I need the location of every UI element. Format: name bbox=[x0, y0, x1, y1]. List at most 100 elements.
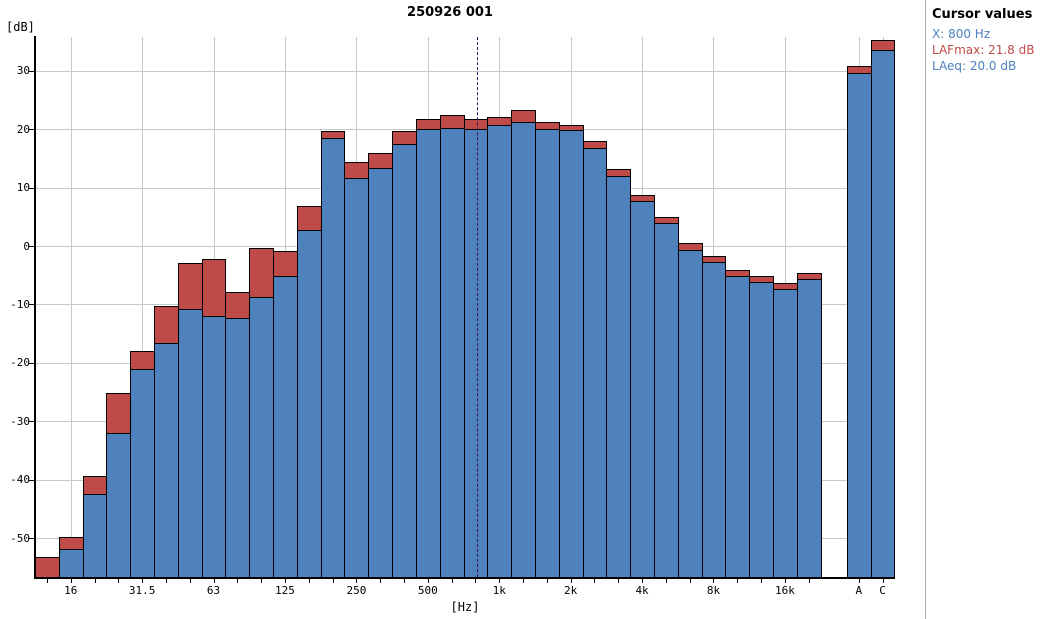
x-axis-tick bbox=[94, 579, 96, 583]
bar-laeq-630[interactable] bbox=[439, 128, 465, 578]
x-axis-tick bbox=[356, 579, 358, 583]
y-axis-tick-label: 0 bbox=[23, 239, 30, 253]
bar-laeq-C[interactable] bbox=[870, 50, 896, 578]
bar-laeq-6.3k[interactable] bbox=[677, 249, 703, 578]
y-axis-tick bbox=[29, 479, 35, 481]
x-axis-tick bbox=[261, 579, 263, 583]
x-axis-tick bbox=[858, 579, 860, 583]
x-axis-tick bbox=[213, 579, 215, 583]
bar-laeq-25[interactable] bbox=[106, 432, 132, 578]
bar-lafmax-12.5[interactable] bbox=[35, 556, 60, 578]
x-axis-tick bbox=[404, 579, 405, 583]
bar-laeq-A[interactable] bbox=[846, 73, 872, 578]
x-axis-tick bbox=[475, 579, 477, 583]
bar-laeq-1k[interactable] bbox=[487, 124, 513, 578]
x-tick-label-A: A bbox=[855, 584, 863, 597]
y-axis-unit-label: [dB] bbox=[6, 20, 35, 34]
x-tick-label-1k: 1k bbox=[492, 584, 506, 597]
y-axis-tick bbox=[29, 421, 35, 423]
bar-laeq-3.15k[interactable] bbox=[606, 175, 632, 578]
x-axis-tick bbox=[665, 579, 667, 583]
x-axis-tick bbox=[70, 579, 72, 583]
y-axis-tick-label: -30 bbox=[10, 414, 30, 428]
y-axis-tick bbox=[29, 246, 35, 247]
v-gridline bbox=[70, 37, 72, 577]
y-axis-tick bbox=[29, 362, 35, 364]
bar-laeq-31.5[interactable] bbox=[130, 368, 156, 578]
bar-laeq-8k[interactable] bbox=[701, 261, 727, 578]
x-axis-tick bbox=[189, 579, 191, 583]
bar-laeq-400[interactable] bbox=[392, 144, 417, 578]
y-axis-tick bbox=[29, 70, 35, 72]
x-axis-tick bbox=[308, 579, 310, 583]
x-axis-tick bbox=[546, 579, 548, 583]
bar-laeq-800[interactable] bbox=[463, 129, 489, 578]
x-axis-tick bbox=[808, 579, 810, 583]
x-axis-line bbox=[34, 577, 895, 579]
bar-laeq-100[interactable] bbox=[249, 297, 275, 578]
x-axis-tick bbox=[427, 579, 429, 583]
x-tick-label-250: 250 bbox=[346, 584, 367, 597]
bar-laeq-63[interactable] bbox=[201, 316, 227, 578]
bar-laeq-4k[interactable] bbox=[630, 201, 655, 578]
cursor-line[interactable] bbox=[476, 37, 478, 577]
bar-laeq-500[interactable] bbox=[415, 129, 441, 578]
bar-laeq-16[interactable] bbox=[58, 549, 84, 578]
bar-laeq-16k[interactable] bbox=[773, 289, 798, 578]
bar-laeq-250[interactable] bbox=[344, 178, 370, 578]
bar-laeq-125[interactable] bbox=[273, 276, 298, 578]
bar-laeq-315[interactable] bbox=[368, 167, 394, 578]
bar-laeq-1.6k[interactable] bbox=[534, 129, 560, 578]
y-axis-tick-label: -20 bbox=[10, 356, 30, 370]
bar-laeq-2.5k[interactable] bbox=[582, 147, 608, 578]
x-tick-label-2k: 2k bbox=[564, 584, 578, 597]
x-tick-label-C: C bbox=[879, 584, 886, 597]
x-axis-tick bbox=[451, 579, 453, 583]
x-tick-label-8k: 8k bbox=[706, 584, 721, 597]
y-axis-tick-label: 10 bbox=[16, 181, 30, 195]
bar-laeq-12.5k[interactable] bbox=[749, 281, 774, 578]
y-axis-line bbox=[34, 36, 36, 579]
y-axis-tick-label: -40 bbox=[10, 473, 30, 487]
bar-laeq-160[interactable] bbox=[296, 230, 322, 578]
x-tick-label-16k: 16k bbox=[774, 584, 795, 597]
x-axis-tick bbox=[284, 579, 286, 583]
x-axis-tick bbox=[642, 579, 644, 583]
panel-separator bbox=[925, 0, 926, 619]
bar-laeq-80[interactable] bbox=[225, 318, 251, 578]
bar-laeq-10k[interactable] bbox=[725, 275, 751, 578]
x-axis-tick bbox=[570, 579, 572, 583]
x-axis-tick bbox=[618, 579, 620, 583]
x-axis-tick bbox=[165, 579, 167, 583]
x-axis-tick bbox=[237, 579, 239, 583]
bar-laeq-1.25k[interactable] bbox=[511, 122, 536, 578]
bar-laeq-200[interactable] bbox=[320, 137, 346, 578]
y-axis-tick bbox=[29, 129, 35, 131]
v-gridline bbox=[142, 37, 144, 577]
bar-laeq-50[interactable] bbox=[177, 309, 203, 578]
x-axis-tick bbox=[594, 579, 596, 583]
x-axis-tick bbox=[46, 579, 48, 583]
bar-laeq-20k[interactable] bbox=[796, 278, 822, 578]
x-tick-label-125: 125 bbox=[275, 584, 295, 597]
y-axis-tick bbox=[29, 187, 35, 189]
bar-laeq-2k[interactable] bbox=[558, 129, 584, 578]
cursor-laeq-readout: LAeq: 20.0 dB bbox=[932, 59, 1017, 73]
x-axis-tick bbox=[737, 579, 739, 583]
y-axis-tick-label: -50 bbox=[10, 531, 30, 545]
cursor-x-readout: X: 800 Hz bbox=[932, 27, 991, 41]
x-axis-tick bbox=[118, 579, 120, 583]
x-tick-label-31.5: 31.5 bbox=[128, 584, 156, 597]
y-axis-tick-label: 30 bbox=[16, 64, 30, 78]
x-axis-tick bbox=[380, 579, 382, 583]
y-axis-tick-label: -10 bbox=[10, 297, 30, 311]
x-tick-label-4k: 4k bbox=[635, 584, 649, 597]
x-axis-tick bbox=[882, 579, 884, 583]
bar-laeq-20[interactable] bbox=[82, 494, 108, 578]
x-axis-tick bbox=[523, 579, 525, 583]
bar-laeq-5k[interactable] bbox=[653, 223, 679, 578]
bar-laeq-40[interactable] bbox=[154, 342, 179, 578]
chart-title: 250926 001 bbox=[407, 5, 493, 20]
x-tick-label-500: 500 bbox=[417, 584, 438, 597]
y-axis-tick-label: 20 bbox=[16, 122, 30, 136]
